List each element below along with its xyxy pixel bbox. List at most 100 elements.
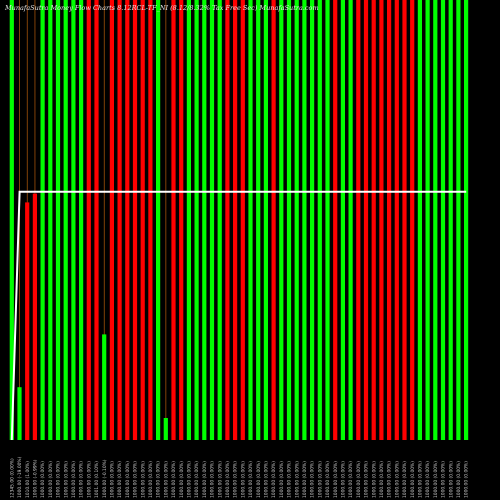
bar-36 <box>279 0 284 440</box>
x-tick-label: 1000.00 (0.00%) <box>48 461 54 498</box>
x-tick-label: 12345.00 (0.00%) <box>9 458 15 498</box>
bar-34 <box>263 0 268 440</box>
x-tick-label: 1000.00 (0.00%) <box>433 461 439 498</box>
x-tick-label: 1000.00 (0.00%) <box>233 461 239 498</box>
bar-31 <box>240 0 245 440</box>
x-tick-label: 1000.00 (0.00%) <box>148 461 154 498</box>
bar-5 <box>40 0 45 440</box>
bar-58 <box>448 0 453 440</box>
x-tick-label: 1000.00 (0.00%) <box>264 461 270 498</box>
x-tick-label: 1000.00 (0.00%) <box>279 461 285 498</box>
x-tick-label: 1010.00 (1.00%) <box>25 461 31 498</box>
x-tick-label: 1000.00 (0.00%) <box>171 461 177 498</box>
x-tick-label: 1000.00 (0.00%) <box>225 461 231 498</box>
bar-53 <box>410 0 415 440</box>
bar-4 <box>32 193 37 440</box>
x-tick-label: 1000.00 (0.00%) <box>194 461 200 498</box>
bar-29 <box>225 0 230 440</box>
bar-14 <box>109 0 114 440</box>
bar-18 <box>140 0 145 440</box>
bar-7 <box>55 0 61 440</box>
bar-10 <box>79 0 84 440</box>
x-tick-label: 1000.00 (0.00%) <box>448 461 454 498</box>
x-tick-label: 1000.00 (0.00%) <box>140 461 146 498</box>
bar-8 <box>63 0 68 440</box>
bar-30 <box>233 0 238 440</box>
bar-24 <box>186 0 191 440</box>
x-tick-label: 1000.00 (0.00%) <box>410 461 416 498</box>
bar-28 <box>217 0 222 440</box>
bar-43 <box>333 0 338 440</box>
bar-48 <box>371 0 376 440</box>
x-tick-label: 1000.00 (0.00%) <box>125 461 131 498</box>
x-tick-label: 1000.00 (0.00%) <box>210 461 216 498</box>
x-tick-label: 1000.00 (0.00%) <box>117 461 123 498</box>
x-tick-label: 1000.00 (0.00%) <box>379 461 385 498</box>
bar-6 <box>48 0 53 440</box>
x-tick-label: 1000.00 (0.00%) <box>156 461 162 498</box>
bar-20 <box>156 0 161 440</box>
chart-title: MunafaSutra Money Flow Charts 8.12RCL-TF… <box>4 4 319 12</box>
x-tick-label: 1000.00 (0.00%) <box>186 461 192 498</box>
bar-3 <box>25 202 30 440</box>
x-tick-label: 1000.00 (0.00%) <box>71 461 77 498</box>
x-tick-label: 1000.00 (-0.10%) <box>102 459 108 498</box>
bar-51 <box>394 0 399 440</box>
bar-38 <box>294 0 299 440</box>
bar-12 <box>94 0 99 440</box>
bar-21 <box>163 418 168 440</box>
bar-26 <box>202 0 207 440</box>
x-tick-label: 1000.00 (0.00%) <box>356 461 362 498</box>
x-tick-label: 1000.00 (0.00%) <box>86 461 92 498</box>
bar-47 <box>363 0 369 440</box>
money-flow-line <box>10 190 467 441</box>
x-tick-label: 1000.00 (0.00%) <box>317 461 323 498</box>
bar-9 <box>71 0 76 440</box>
x-tick-label: 1000.00 (0.00%) <box>464 461 470 498</box>
x-tick-label: 1000.00 (-19.00%) <box>17 456 23 498</box>
bar-57 <box>440 0 446 440</box>
x-tick-label: 1000.00 (0.00%) <box>294 461 300 498</box>
bar-41 <box>317 0 322 440</box>
bar-32 <box>248 0 253 440</box>
bar-49 <box>379 0 384 440</box>
x-tick-label: 1000.00 (0.00%) <box>202 461 208 498</box>
bar-25 <box>194 0 199 440</box>
bar-56 <box>433 0 438 440</box>
x-tick-label: 1000.00 (0.00%) <box>348 461 354 498</box>
bar-55 <box>425 0 430 440</box>
bar-33 <box>256 0 261 440</box>
x-tick-label: 1000.00 (0.00%) <box>302 461 308 498</box>
x-tick-label: 1000.00 (0.00%) <box>341 461 347 498</box>
bar-39 <box>302 0 307 440</box>
bar-16 <box>125 0 130 440</box>
bar-27 <box>209 0 215 440</box>
x-tick-label: 1000.00 (0.00%) <box>110 461 116 498</box>
x-tick-label: 1000.00 (0.00%) <box>63 461 69 498</box>
bar-23 <box>179 0 184 440</box>
bar-11 <box>86 0 91 440</box>
x-tick-label: 1000.00 (0.00%) <box>79 461 85 498</box>
bar-42 <box>325 0 330 440</box>
bar-1 <box>9 0 14 440</box>
x-tick-label: 1000.00 (0.00%) <box>441 461 447 498</box>
x-tick-label: 1000.00 (0.00%) <box>163 461 169 498</box>
x-tick-label: 1000.00 (0.00%) <box>240 461 246 498</box>
bar-46 <box>356 0 361 440</box>
bar-15 <box>117 0 122 440</box>
bar-44 <box>340 0 345 440</box>
x-tick-label: 1000.00 (0.00%) <box>456 461 462 498</box>
x-tick-label: 1000.00 (0.00%) <box>418 461 424 498</box>
bar-22 <box>171 0 176 440</box>
x-tick-label: 1000.00 (0.00%) <box>387 461 393 498</box>
x-tick-label: 1001.00 (0.10%) <box>94 461 100 498</box>
x-tick-label: 1000.00 (-0.99%) <box>33 459 39 498</box>
x-tick-label: 1000.00 (0.00%) <box>133 461 139 498</box>
bar-17 <box>132 0 138 440</box>
x-tick-label: 1000.00 (0.00%) <box>333 461 339 498</box>
bar-45 <box>348 0 353 440</box>
x-tick-label: 1000.00 (0.00%) <box>325 461 331 498</box>
x-tick-label: 1000.00 (0.00%) <box>287 461 293 498</box>
bar-54 <box>417 0 422 440</box>
